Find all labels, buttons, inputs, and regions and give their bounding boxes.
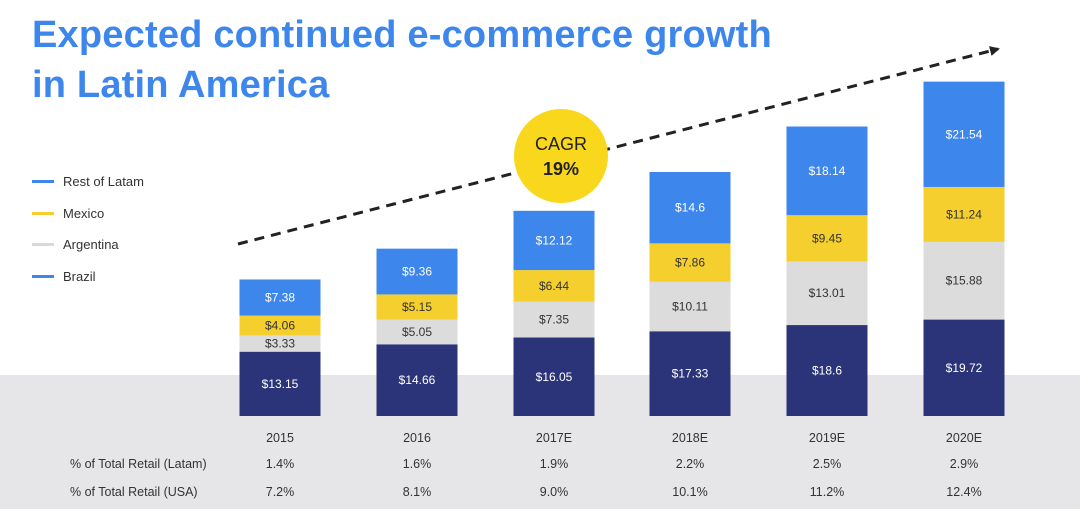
table-cell: 1.6% [402,457,432,471]
table-row-label: % of Total Retail (USA) [70,485,198,499]
bar-group: $13.15 $3.33 $4.06 $7.38 $14.66 $5.05 $5.15 $9.… [239,81,1005,416]
legend-item-mexico: Mexico [32,198,144,230]
growth-trend-arrow [237,46,1000,246]
bar-value-label: $6.44 [539,279,569,293]
cagr-value: 19% [543,159,579,179]
title-line-1: Expected continued e-commerce growth [32,14,772,56]
x-tick-label: 2017E [535,431,573,445]
legend-label: Rest of Latam [63,174,144,190]
bar-value-label: $5.15 [402,300,432,314]
bar-segment-rest-of-latam-2019e [786,126,868,216]
legend-label: Mexico [63,205,105,221]
table-cell: 1.4% [265,457,295,471]
bar-value-label: $11.24 [946,207,982,221]
legend-swatch [32,274,54,278]
table-cell: 1.9% [539,457,569,471]
bar-segment-brazil-2016 [376,344,458,416]
bar-segment-argentina-2019e [786,261,868,326]
bar-value-label: $7.38 [265,291,295,305]
bar-value-label: $13.15 [262,377,299,391]
bar-value-label: $19.72 [946,361,983,375]
table-cell: 9.0% [539,485,569,499]
bar-value-label: $7.86 [675,256,705,270]
bar-segment-argentina-2020e [923,241,1005,320]
bar-value-label: $5.05 [402,325,432,339]
bar-segment-mexico-2016 [376,294,458,320]
x-tick-label: 2020E [945,431,983,445]
legend: Rest of Latam Mexico Argentina Brazil [32,166,144,292]
bar-segment-mexico-2017e [513,270,595,302]
bar-segment-argentina-2015 [239,335,321,352]
bar-segment-mexico-2018e [649,243,731,282]
bar-segment-brazil-2019e [786,325,868,416]
bar-segment-brazil-2015 [239,351,321,416]
title-line-2: in Latin America [32,64,330,106]
legend-item-rest-of-latam: Rest of Latam [32,166,144,198]
legend-label: Brazil [63,268,96,284]
legend-label: Argentina [63,237,119,253]
bar-value-label: $4.06 [265,318,295,332]
bar-value-label: $12.12 [536,233,573,247]
bar-value-label: $9.45 [812,231,842,245]
x-tick-label: 2015 [266,431,294,445]
bar-value-label: $18.14 [809,164,846,178]
table-cell: 2.5% [812,457,842,471]
bar-segment-argentina-2018e [649,281,731,332]
x-tick-label: 2019E [808,431,846,445]
table-row-label: % of Total Retail (Latam) [70,457,207,471]
legend-swatch [32,180,54,184]
bar-segment-brazil-2017e [513,337,595,416]
legend-swatch [32,243,54,247]
x-tick-label: 2018E [671,431,709,445]
bar-value-label: $9.36 [402,265,432,279]
bar-value-label: $13.01 [809,286,846,300]
table-cell: 11.2% [809,485,845,499]
bar-segment-argentina-2017e [513,301,595,338]
legend-item-argentina: Argentina [32,229,144,261]
cagr-badge [514,109,608,203]
bar-segment-rest-of-latam-2020e [923,81,1005,187]
table-cell: 2.9% [949,457,979,471]
bar-segment-brazil-2020e [923,319,1005,416]
table-cell: 2.2% [675,457,705,471]
bar-value-label: $18.6 [812,364,842,378]
bar-segment-rest-of-latam-2018e [649,171,731,244]
bar-value-label: $7.35 [539,313,569,327]
table-cell: 8.1% [402,485,432,499]
bar-segment-rest-of-latam-2017e [513,210,595,271]
bar-value-label: $16.05 [536,370,573,384]
bar-segment-argentina-2016 [376,319,458,345]
legend-swatch [32,211,54,215]
table-cell: 7.2% [265,485,295,499]
cagr-label: CAGR [535,134,587,154]
page-title: Expected continued e-commerce growth in … [32,10,772,110]
x-tick-label: 2016 [403,431,431,445]
table-cell: 12.4% [946,485,982,499]
bar-value-label: $15.88 [946,274,983,288]
bar-value-label: $10.11 [672,300,708,314]
bar-value-label: $3.33 [265,337,295,351]
bar-segment-mexico-2019e [786,215,868,262]
bar-segment-mexico-2020e [923,186,1005,242]
legend-item-brazil: Brazil [32,261,144,293]
bar-segment-brazil-2018e [649,331,731,416]
bar-value-label: $14.66 [399,373,436,387]
bar-value-label: $17.33 [672,367,709,381]
bar-segment-rest-of-latam-2016 [376,248,458,295]
bar-segment-mexico-2015 [239,315,321,336]
bar-value-label: $14.6 [675,201,705,215]
bar-value-label: $21.54 [946,127,983,141]
table-cell: 10.1% [672,485,708,499]
bar-segment-rest-of-latam-2015 [239,279,321,316]
